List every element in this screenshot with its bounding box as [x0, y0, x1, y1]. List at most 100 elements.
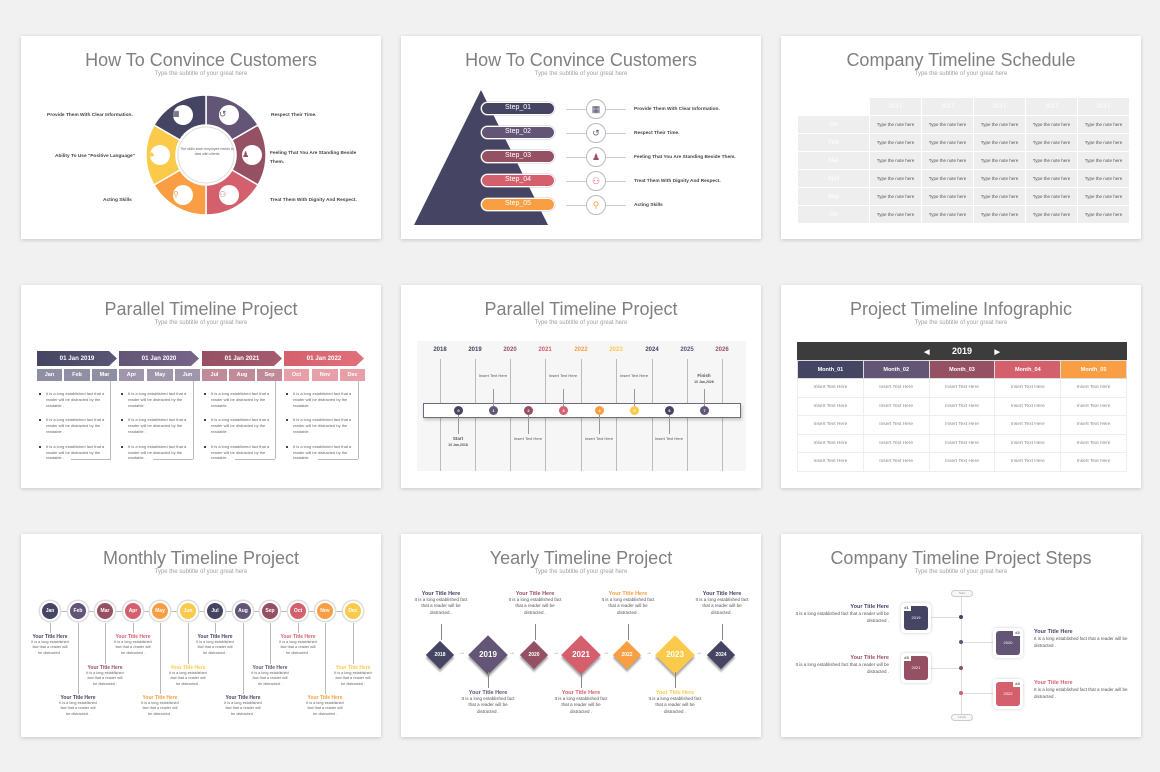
handshake-people-icon: ⚇ — [586, 171, 606, 191]
milestone-stem — [458, 415, 459, 434]
slide-project-timeline-infographic[interactable]: Project Timeline Infographic Type the su… — [781, 285, 1141, 488]
month-item-may: Your Title Here It is a long established … — [140, 695, 180, 717]
slide-parallel-timeline-bar[interactable]: Parallel Timeline Project Type the subti… — [401, 285, 761, 488]
slide-title: Company Timeline Schedule — [846, 50, 1076, 70]
step-box-3[interactable]: 2021 #3 — [901, 653, 931, 683]
step-03-pill[interactable]: Step_03 — [481, 150, 555, 163]
step-05-text: Acting Skills — [634, 203, 663, 208]
month-circle-nov[interactable]: Nov — [315, 601, 335, 621]
month-circle-jul[interactable]: Jul — [205, 601, 225, 621]
year-item-2019: Your Title Here It is a long established … — [460, 690, 516, 715]
table-cell: Insert Text Here — [1060, 433, 1127, 453]
slide-how-to-convince-customers-pyramid[interactable]: How To Convince Customers Type the subti… — [401, 36, 761, 239]
row-header: April — [798, 170, 869, 187]
item-title: Your Title Here — [850, 604, 889, 610]
table-cell: Insert Text Here — [862, 396, 930, 416]
item-text: It is a long established fact that a rea… — [251, 671, 289, 686]
step-box-2[interactable]: 2020 #2 — [993, 628, 1023, 658]
table-cell: Insert Text Here — [994, 433, 1062, 453]
slide-yearly-timeline-project[interactable]: Yearly Timeline Project Type the subtitl… — [401, 534, 761, 737]
slide-title: Company Timeline Project Steps — [830, 548, 1092, 568]
milestone-dot[interactable]: 6 — [665, 406, 674, 415]
milestone-dot[interactable]: 3 — [559, 406, 568, 415]
item-text: It is a long established fact that a rea… — [306, 701, 344, 716]
bullet-item: It is a long established fact that a rea… — [38, 444, 112, 461]
month-circle-oct[interactable]: Oct — [288, 601, 308, 621]
row-header: Jun — [798, 116, 869, 133]
bracket-line — [358, 381, 359, 459]
label-positive-language: Ability To Use "Positive Language" — [55, 154, 135, 159]
table-cell: Type the note here — [1078, 134, 1129, 151]
prev-year-icon[interactable]: ◀ — [924, 349, 930, 356]
year-stem — [581, 672, 582, 688]
month-jun: Jun — [175, 369, 200, 381]
column-header: Month_04 — [994, 360, 1062, 379]
year-stem — [535, 624, 536, 640]
milestone-dot[interactable]: 5 — [630, 406, 639, 415]
row-header: Feb — [798, 134, 869, 151]
table-cell: Insert Text Here — [797, 378, 864, 398]
table-cell: Type the note here — [1078, 170, 1129, 187]
month-circle-jun[interactable]: Jun — [178, 601, 198, 621]
item-title: Your Title Here — [60, 695, 96, 701]
step-dot — [959, 666, 963, 670]
month-circle-may[interactable]: May — [150, 601, 170, 621]
next-year-icon[interactable]: ▶ — [994, 349, 1000, 356]
slide-parallel-timeline-arrows[interactable]: Parallel Timeline Project Type the subti… — [21, 285, 381, 488]
table-cell: Type the note here — [974, 206, 1025, 223]
step-01-pill[interactable]: Step_01 — [481, 102, 555, 115]
year-label: 2019 — [468, 347, 482, 353]
milestone-dot[interactable]: 7 — [700, 406, 709, 415]
step-connector — [929, 617, 961, 618]
milestone-dot[interactable]: 4 — [595, 406, 604, 415]
table-row: Insert Text Here Insert Text Here Insert T… — [797, 452, 1127, 472]
month-stem — [50, 623, 51, 633]
slide-monthly-timeline-project[interactable]: Monthly Timeline Project Type the subtit… — [21, 534, 381, 737]
arrow-icon: → — [553, 650, 559, 656]
month-circle-jan[interactable]: Jan — [40, 601, 60, 621]
table-cell: Type the note here — [922, 116, 973, 133]
slide-title: Parallel Timeline Project — [484, 299, 678, 319]
month-circle-feb[interactable]: Feb — [68, 601, 88, 621]
finish-title: Finish — [697, 373, 711, 378]
month-item-nov: Your Title Here It is a long established … — [305, 695, 345, 717]
year-label: 2022 — [574, 347, 588, 353]
item-text: It is a long established fact that a rea… — [601, 597, 655, 615]
year-label: 2018 — [433, 347, 447, 353]
slide-how-to-convince-customers-wheel[interactable]: How To Convince Customers Type the subti… — [21, 36, 381, 239]
label-acting-skills: Acting Skills — [103, 198, 132, 203]
column-header: 2017 — [1026, 98, 1077, 115]
year-stem — [488, 672, 489, 688]
month-circle-aug[interactable]: Aug — [233, 601, 253, 621]
month-circle-apr[interactable]: Apr — [123, 601, 143, 621]
arrow-icon: → — [603, 650, 609, 656]
month-circle-mar[interactable]: Mar — [95, 601, 115, 621]
table-cell: Type the note here — [922, 134, 973, 151]
milestone-dot[interactable]: 0 — [454, 406, 463, 415]
row-header: Mar — [798, 152, 869, 169]
year-label: 2019 — [951, 346, 973, 356]
step-box-1[interactable]: 2019 #1 — [901, 603, 931, 633]
table-cell: Type the note here — [1026, 116, 1077, 133]
slide-company-timeline-schedule[interactable]: Company Timeline Schedule Type the subti… — [781, 36, 1141, 239]
step-04-pill[interactable]: Step_04 — [481, 174, 555, 187]
step-02-pill[interactable]: Step_02 — [481, 126, 555, 139]
table-cell: Type the note here — [974, 134, 1025, 151]
step-05-pill[interactable]: Step_05 — [481, 198, 555, 211]
table-cell: Type the note here — [1026, 134, 1077, 151]
item-title: Your Title Here — [335, 665, 371, 671]
milestone-label: Insert Text Here — [548, 373, 578, 378]
slide-company-timeline-project-steps[interactable]: Company Timeline Project Steps Type the … — [781, 534, 1141, 737]
step-connector — [961, 642, 993, 643]
step-02-text: Respect Their Time. — [634, 131, 680, 136]
table-cell: Insert Text Here — [928, 415, 996, 435]
month-circle-dec[interactable]: Dec — [343, 601, 363, 621]
milestone-dot[interactable]: 1 — [489, 406, 498, 415]
item-title: Your Title Here — [608, 591, 648, 597]
step-box-4[interactable]: 2022 #4 — [993, 679, 1023, 709]
year-item-2022: Your Title Here It is a long established … — [600, 591, 656, 616]
item-text: It is a long established fact that a rea… — [279, 640, 317, 655]
table-cell: Type the note here — [1078, 152, 1129, 169]
month-circle-sep[interactable]: Sep — [260, 601, 280, 621]
milestone-dot[interactable]: 2 — [524, 406, 533, 415]
